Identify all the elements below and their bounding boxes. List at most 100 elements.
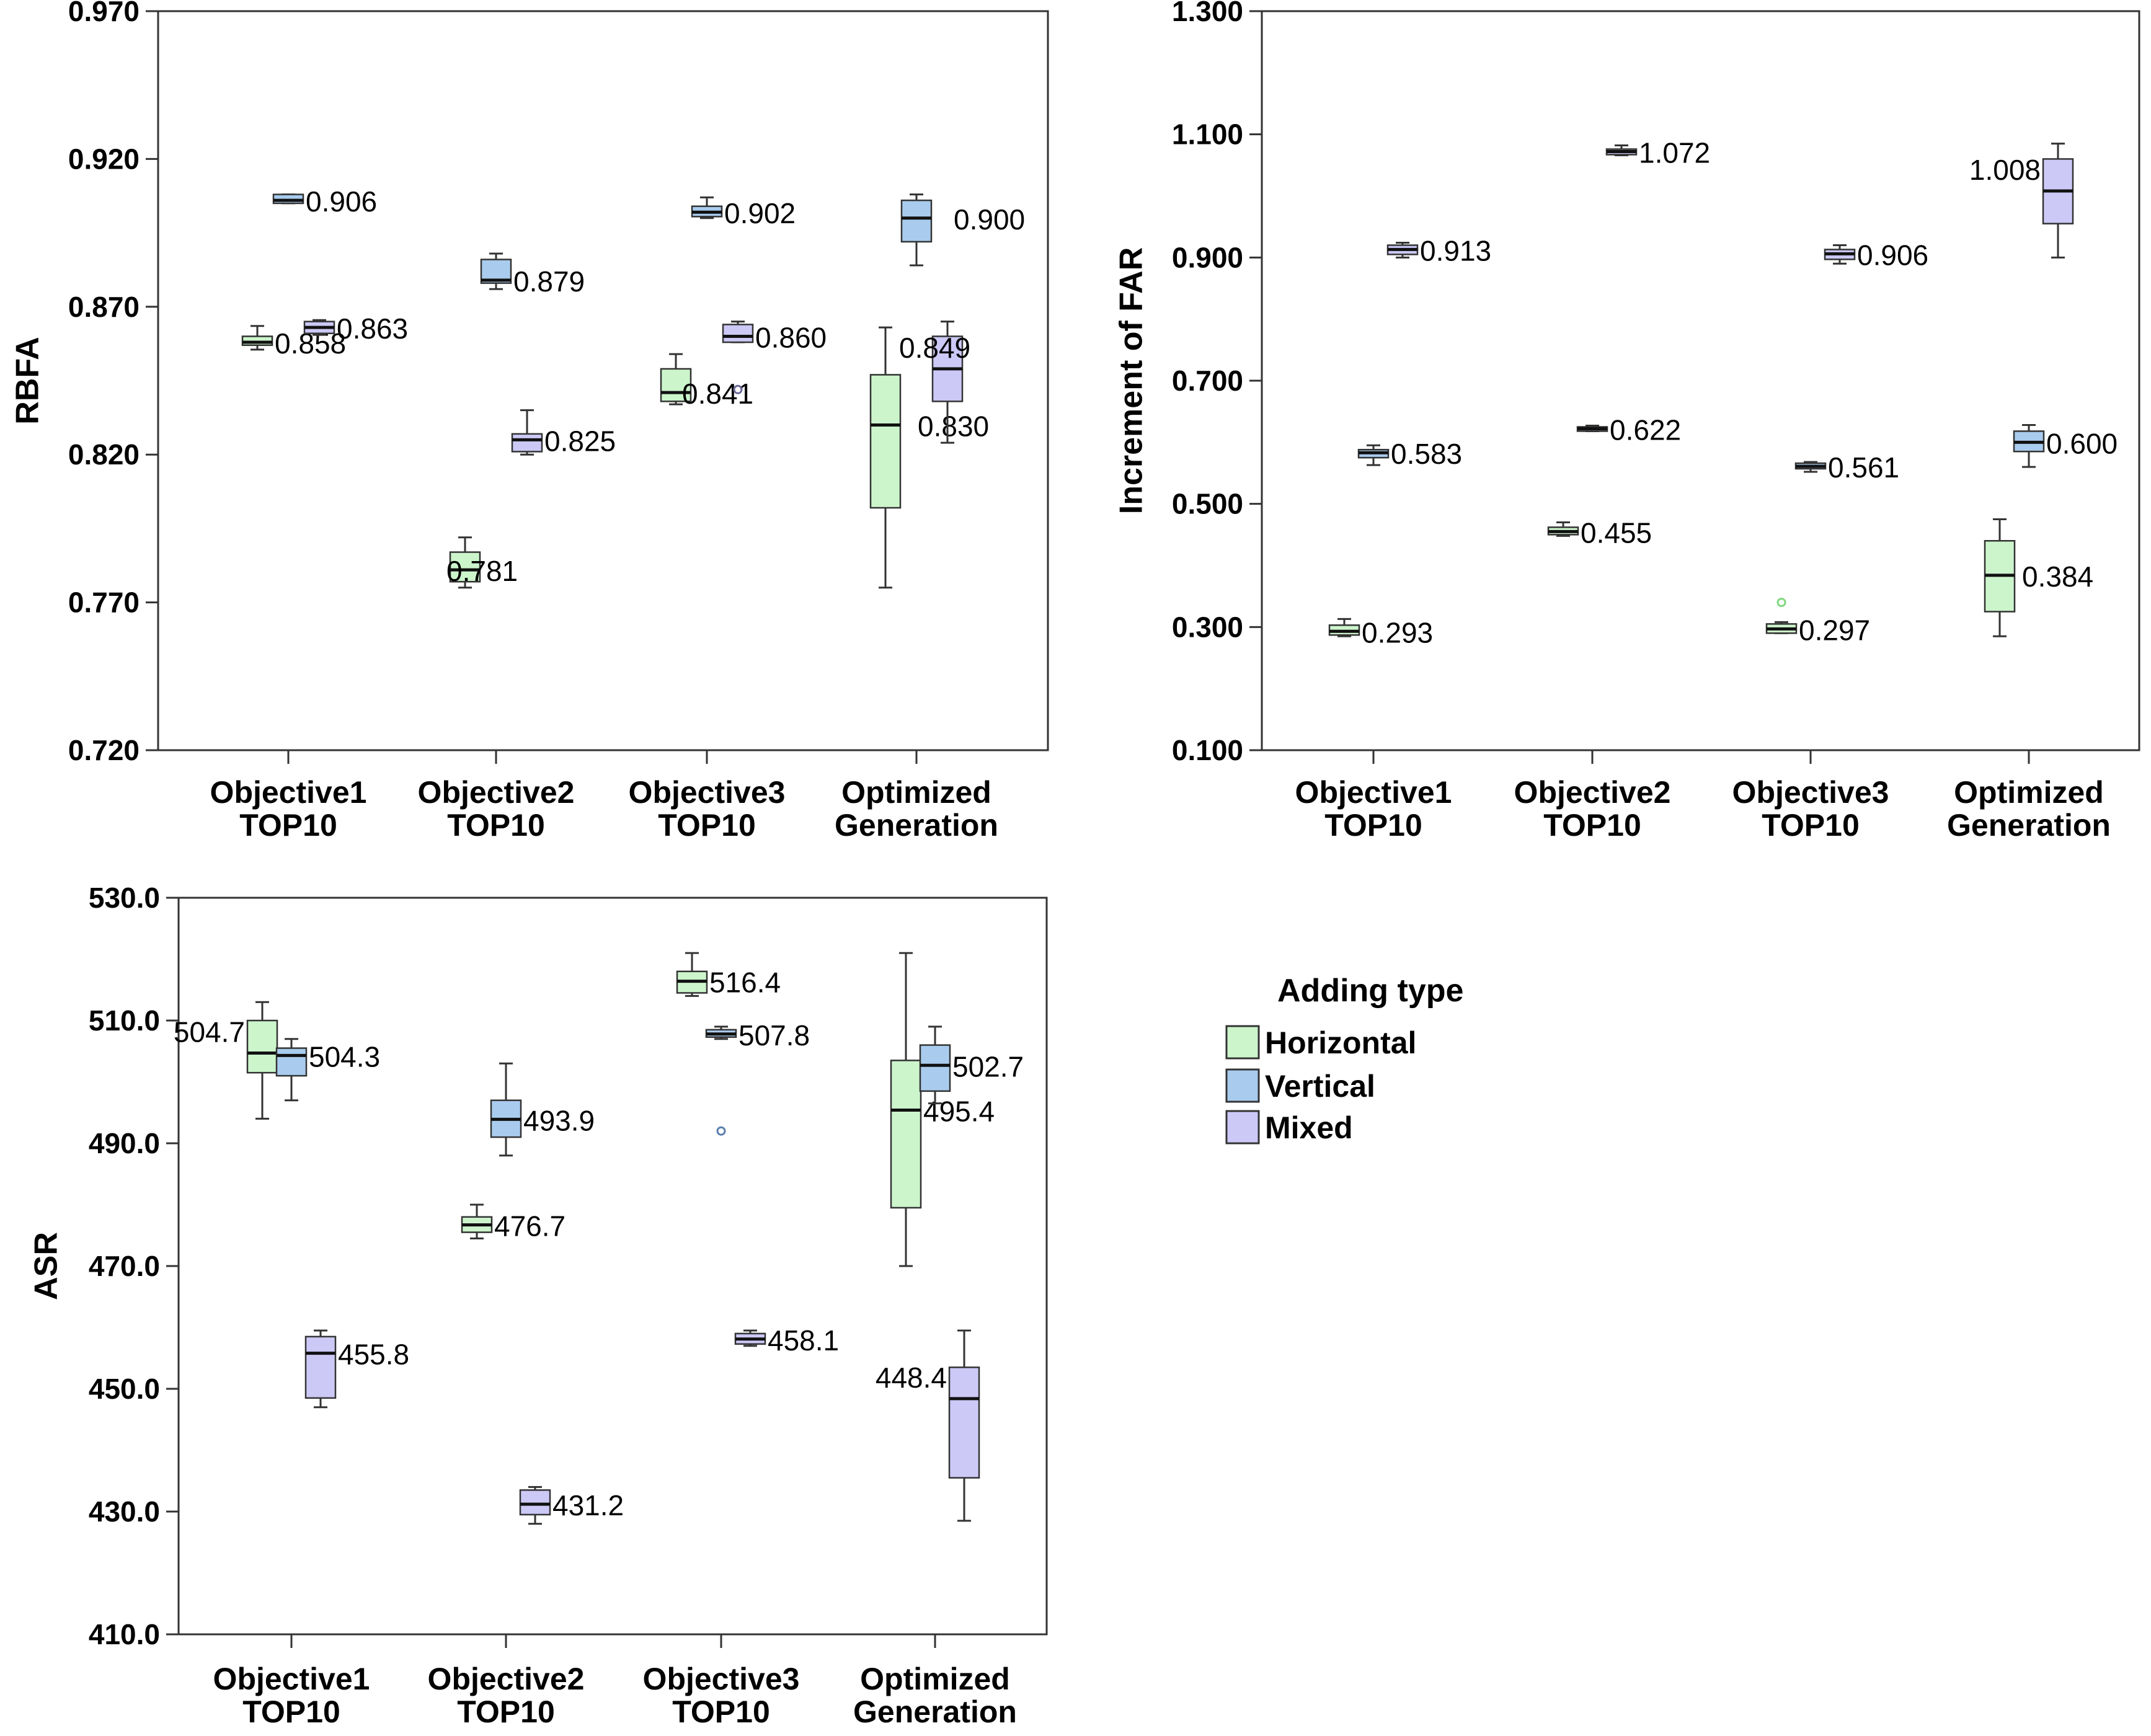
- box-vertical-4: 0.900: [900, 193, 1025, 267]
- y-tick-label: 490.0: [89, 1127, 160, 1159]
- legend-swatch-horizontal: [1225, 1025, 1260, 1060]
- median-data-label: 1.008: [1969, 154, 2041, 186]
- median-data-label: 0.841: [682, 378, 753, 410]
- legend-label-horizontal: Horizontal: [1265, 1025, 1416, 1060]
- legend: Adding type Horizontal Vertical Mixed: [1225, 973, 1463, 1145]
- box-mixed-1: 455.8: [304, 1329, 409, 1409]
- box-vertical-1: 0.906: [272, 185, 377, 218]
- median-data-label: 0.900: [954, 203, 1025, 236]
- x-category-label-line1: Objective2: [418, 775, 575, 810]
- box-iqr: [890, 1060, 922, 1209]
- outlier-point: [733, 384, 743, 394]
- median-data-label: 0.561: [1828, 451, 1899, 484]
- median-data-label: 0.583: [1391, 438, 1462, 470]
- box-iqr: [519, 1489, 551, 1516]
- y-axis-label: ASR: [29, 1232, 64, 1300]
- median-data-label: 0.455: [1581, 516, 1652, 549]
- box-vertical-1: 504.3: [275, 1038, 380, 1102]
- y-tick-label: 0.870: [68, 291, 140, 323]
- box-mixed-4: 1.008: [1969, 143, 2074, 259]
- y-tick-label: 1.100: [1172, 118, 1243, 151]
- y-tick-label: 0.100: [1172, 734, 1243, 766]
- x-category-label-line2: TOP10: [1543, 808, 1641, 843]
- box-vertical-4: 0.600: [2013, 424, 2118, 468]
- box-iqr: [660, 368, 692, 402]
- x-category-label-line2: TOP10: [658, 808, 756, 843]
- y-tick-label: 0.770: [68, 587, 140, 619]
- median-data-label: 495.4: [923, 1096, 995, 1128]
- x-category-label-line1: Objective3: [629, 775, 786, 810]
- box-iqr: [722, 324, 754, 343]
- x-category-label-line2: Generation: [853, 1694, 1017, 1729]
- x-category-label-line1: Objective1: [213, 1662, 370, 1696]
- box-vertical-2: 0.622: [1576, 414, 1681, 446]
- x-category-label-line1: Objective2: [1514, 775, 1671, 810]
- median-data-label: 0.913: [1420, 234, 1491, 267]
- median-data-label: 507.8: [738, 1019, 810, 1052]
- y-tick-label: 0.970: [68, 0, 140, 27]
- median-data-label: 504.7: [174, 1016, 245, 1048]
- box-mixed-3: 0.860: [722, 321, 827, 394]
- y-tick-label: 0.820: [68, 438, 140, 471]
- median-data-label: 0.906: [1857, 239, 1928, 271]
- median-data-label: 1.072: [1639, 136, 1710, 169]
- median-data-label: 0.293: [1362, 616, 1433, 649]
- chart-panels: 0.720 0.770 0.820 0.870 0.920 0.970 RBFA Object…: [10, 0, 2140, 1729]
- y-tick-label: 0.920: [68, 143, 140, 175]
- x-category-label-line1: Objective1: [1295, 775, 1452, 810]
- y-tick-label: 430.0: [89, 1495, 160, 1528]
- box-iqr: [869, 374, 902, 509]
- box-horizontal-1: 0.293: [1328, 616, 1433, 649]
- y-tick-label: 0.700: [1172, 365, 1243, 397]
- y-tick-label: 410.0: [89, 1618, 160, 1650]
- box-iqr: [900, 199, 933, 243]
- box-horizontal-4: 495.4: [890, 952, 995, 1267]
- box-mixed-1: 0.863: [303, 312, 408, 345]
- y-tick-label: 0.720: [68, 734, 140, 766]
- median-data-label: 0.781: [446, 555, 518, 587]
- box-iqr: [511, 433, 543, 453]
- box-iqr: [246, 1019, 278, 1074]
- box-mixed-2: 431.2: [519, 1486, 624, 1525]
- box-vertical-3: 507.8: [705, 1019, 810, 1136]
- legend-swatch-mixed: [1225, 1110, 1260, 1145]
- box-iqr: [948, 1366, 980, 1479]
- median-data-label: 0.622: [1610, 414, 1681, 446]
- box-vertical-1: 0.583: [1357, 438, 1462, 470]
- median-data-label: 516.4: [709, 967, 781, 999]
- y-axis-label: RBFA: [10, 337, 46, 425]
- plot-frame: [157, 10, 1049, 751]
- y-tick-label: 470.0: [89, 1250, 160, 1282]
- x-category-label-line1: Objective2: [428, 1662, 585, 1696]
- x-category-label-line2: TOP10: [1762, 808, 1860, 843]
- chart-panel-2: 0.100 0.300 0.500 0.700 0.900 1.100 1.300 Incre…: [1114, 0, 2140, 843]
- x-category-label-line1: Optimized: [841, 775, 991, 810]
- median-data-label: 0.600: [2046, 427, 2118, 459]
- median-data-label: 0.879: [513, 265, 585, 298]
- median-data-label: 455.8: [338, 1339, 409, 1371]
- x-category-label-line2: TOP10: [242, 1694, 340, 1729]
- legend-label-mixed: Mixed: [1265, 1110, 1353, 1145]
- legend-title: Adding type: [1277, 973, 1463, 1009]
- y-tick-label: 530.0: [89, 882, 160, 914]
- box-horizontal-2: 0.455: [1547, 516, 1652, 549]
- box-horizontal-2: 476.7: [461, 1203, 565, 1242]
- y-tick-label: 510.0: [89, 1004, 160, 1037]
- median-data-label: 493.9: [523, 1104, 595, 1136]
- box-horizontal-3: 0.841: [660, 353, 753, 410]
- y-axis-label: Increment of FAR: [1114, 247, 1150, 515]
- box-mixed-2: 1.072: [1605, 136, 1710, 169]
- median-data-label: 476.7: [494, 1210, 565, 1242]
- box-horizontal-2: 0.781: [446, 536, 518, 589]
- x-category-label-line1: Optimized: [1954, 775, 2104, 810]
- box-mixed-4: 448.4: [876, 1329, 980, 1522]
- outlier-point: [716, 1126, 726, 1136]
- box-vertical-3: 0.902: [691, 196, 796, 229]
- x-category-label-line1: Objective1: [210, 775, 367, 810]
- median-data-label: 0.860: [755, 321, 827, 353]
- box-horizontal-1: 504.7: [174, 1001, 278, 1120]
- box-vertical-3: 0.561: [1794, 451, 1899, 484]
- box-iqr: [275, 1047, 308, 1077]
- median-data-label: 0.849: [899, 332, 970, 364]
